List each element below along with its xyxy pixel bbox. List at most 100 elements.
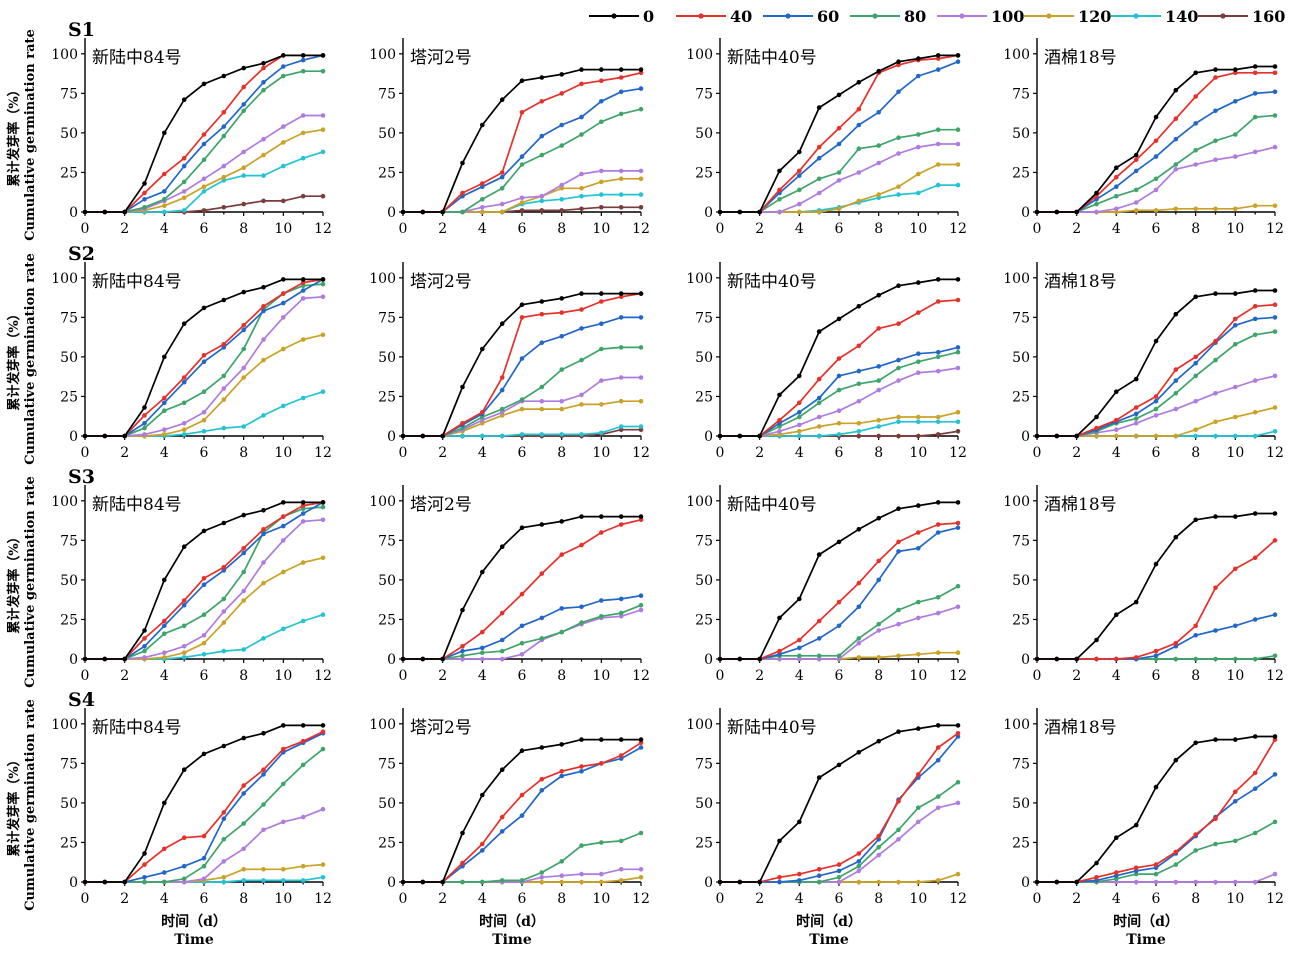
data-point	[300, 723, 306, 728]
y-tick-label: 75	[60, 86, 78, 102]
data-point	[241, 327, 246, 333]
data-point	[1233, 433, 1238, 439]
panel-title: 新陆中84号	[92, 272, 182, 292]
data-point	[737, 879, 743, 885]
data-point	[82, 433, 88, 439]
y-tick-label: 50	[60, 126, 78, 142]
x-tick-label: 6	[835, 221, 844, 237]
data-point	[955, 780, 961, 785]
legend-item-0: 0	[589, 7, 654, 26]
data-point	[816, 653, 822, 659]
data-point	[1252, 70, 1258, 76]
data-point	[638, 517, 644, 523]
data-point	[499, 321, 505, 327]
data-point	[638, 192, 644, 197]
data-point	[777, 417, 782, 423]
data-point	[221, 386, 227, 391]
series-line	[1037, 406, 1276, 437]
data-point	[737, 656, 743, 662]
y-tick-label: 50	[1012, 350, 1030, 366]
series-40	[400, 291, 644, 439]
data-point	[876, 326, 881, 331]
series-0	[400, 737, 644, 885]
data-point	[1153, 653, 1159, 659]
data-point	[955, 297, 961, 303]
data-point	[281, 867, 286, 872]
x-tick-label: 8	[239, 445, 248, 461]
data-point	[1193, 148, 1198, 153]
x-tick-label: 2	[755, 668, 764, 684]
panel-s1-1: 0 25 50 75 100 0 2 4 6 8 10 12 新陆中84号	[51, 38, 332, 237]
data-point	[1252, 656, 1258, 662]
data-point	[1094, 875, 1099, 880]
series-60	[717, 734, 961, 885]
data-point	[320, 729, 326, 734]
data-point	[1034, 209, 1040, 215]
y-tick-label: 100	[369, 717, 396, 733]
data-point	[955, 59, 961, 64]
data-point	[1133, 152, 1139, 158]
legend-swatch-marker	[698, 13, 704, 19]
data-point	[618, 610, 624, 616]
data-point	[261, 337, 266, 342]
data-point	[896, 414, 901, 420]
data-point	[599, 430, 604, 436]
y-tick-label: 0	[387, 429, 396, 445]
data-point	[599, 346, 604, 352]
x-tick-label: 6	[200, 668, 209, 684]
data-point	[201, 389, 207, 395]
data-point	[955, 583, 961, 589]
x-tick-label: 4	[1112, 668, 1121, 684]
legend-item-40: 40	[676, 7, 752, 26]
data-point	[935, 53, 941, 58]
data-point	[181, 602, 187, 608]
data-point	[241, 512, 246, 518]
data-point	[1133, 157, 1139, 163]
data-point	[1233, 566, 1238, 572]
data-point	[320, 517, 326, 523]
data-point	[181, 432, 187, 437]
data-point	[281, 746, 286, 752]
data-point	[460, 879, 465, 885]
data-point	[1233, 70, 1238, 76]
x-tick-label: 0	[399, 668, 408, 684]
data-point	[261, 198, 266, 204]
data-point	[717, 879, 723, 885]
data-point	[1114, 427, 1119, 433]
data-point	[102, 879, 108, 885]
data-point	[599, 78, 604, 83]
data-point	[480, 841, 485, 847]
data-point	[480, 792, 485, 798]
data-point	[599, 299, 604, 304]
data-point	[201, 305, 207, 311]
data-point	[757, 879, 762, 885]
data-point	[599, 514, 604, 519]
data-point	[261, 527, 266, 532]
data-point	[1114, 206, 1119, 212]
y-axis-title-row-3: 累计发芽率（%） Cumulative germination rate	[6, 476, 38, 688]
data-point	[181, 427, 187, 433]
series-line	[403, 832, 642, 883]
data-point	[1153, 879, 1159, 885]
y-tick-label: 50	[60, 350, 78, 366]
series-0	[400, 514, 644, 662]
data-point	[1054, 209, 1060, 215]
y-tick-label: 0	[1021, 652, 1030, 668]
data-point	[142, 628, 147, 633]
series-80	[82, 746, 326, 885]
data-point	[460, 209, 465, 215]
data-point	[241, 821, 246, 826]
data-point	[836, 125, 842, 131]
data-point	[876, 378, 881, 383]
data-point	[499, 814, 505, 820]
data-point	[539, 870, 545, 875]
data-point	[1153, 138, 1159, 144]
data-point	[499, 544, 505, 549]
row-label-s1: S1	[68, 19, 95, 41]
y-tick-label: 50	[1012, 126, 1030, 142]
x-tick-label: 0	[81, 445, 90, 461]
x-tick-label: 4	[478, 445, 487, 461]
series-line	[1037, 539, 1276, 660]
data-point	[955, 349, 961, 355]
data-point	[420, 879, 426, 885]
